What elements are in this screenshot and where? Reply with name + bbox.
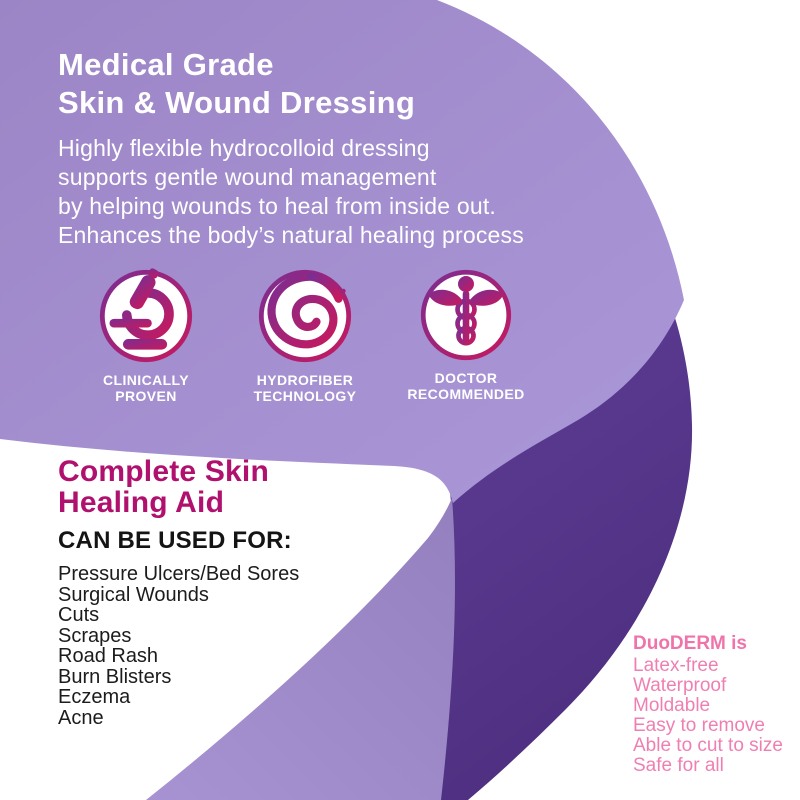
light-ribbon-top	[0, 0, 684, 503]
badge-label: DOCTOR RECOMMENDED	[407, 370, 525, 402]
use-item: Pressure Ulcers/Bed Sores	[58, 563, 300, 585]
use-item: Surgical Wounds	[58, 583, 209, 606]
product-description: Highly flexible hydrocolloid dressing su…	[58, 135, 524, 248]
feature-item: Latex-free	[633, 655, 719, 676]
microscope-icon	[99, 268, 193, 363]
healing-aid-title: Complete Skin Healing Aid	[58, 455, 269, 519]
features-block: DuoDERM is Latex-free Waterproof Moldabl…	[633, 634, 783, 776]
use-item: Cuts	[58, 604, 100, 626]
hydrofiber-swirl-icon	[258, 269, 352, 363]
badge-hydrofiber-technology: HYDROFIBER TECHNOLOGY	[217, 268, 393, 404]
badge-label: HYDROFIBER TECHNOLOGY	[253, 372, 357, 404]
badge-label: CLINICALLY PROVEN	[103, 372, 189, 404]
use-item: Eczema	[58, 686, 131, 708]
feature-item: Safe for all	[633, 755, 724, 776]
light-ribbon-bottom	[146, 498, 455, 800]
use-item: Road Rash	[58, 645, 159, 667]
uses-heading: CAN BE USED FOR:	[58, 527, 292, 554]
feature-item: Waterproof	[633, 675, 727, 696]
use-item: Acne	[58, 706, 104, 729]
use-item: Scrapes	[58, 624, 132, 647]
header-block: Medical Grade Skin & Wound Dressing High…	[58, 46, 524, 250]
uses-list: Pressure Ulcers/Bed Sores Surgical Wound…	[58, 564, 299, 728]
feature-item: Moldable	[633, 695, 711, 716]
healing-aid-block: Complete Skin Healing Aid CAN BE USED FO…	[58, 456, 299, 728]
badge-doctor-recommended: DOCTOR RECOMMENDED	[378, 268, 554, 402]
features-title: DuoDERM is	[633, 633, 747, 654]
page-title: Medical Grade Skin & Wound Dressing	[58, 47, 416, 120]
use-item: Burn Blisters	[58, 665, 172, 688]
badge-clinically-proven: CLINICALLY PROVEN	[58, 268, 234, 404]
feature-item: Easy to remove	[633, 715, 765, 736]
feature-item: Able to cut to size	[633, 735, 783, 756]
caduceus-icon	[420, 269, 512, 361]
